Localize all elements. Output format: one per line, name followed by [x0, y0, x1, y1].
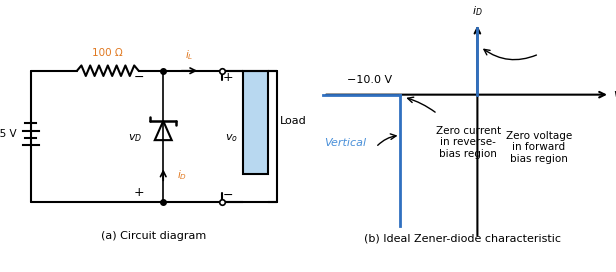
FancyBboxPatch shape — [243, 71, 268, 174]
Text: −10.0 V: −10.0 V — [347, 75, 392, 85]
Text: $v_D$: $v_D$ — [613, 89, 616, 101]
Text: 15 V: 15 V — [0, 129, 17, 139]
Text: 100 Ω: 100 Ω — [92, 48, 123, 58]
Text: −: − — [222, 189, 233, 202]
Text: $i_D$: $i_D$ — [472, 4, 483, 18]
Text: Zero current
in reverse-
bias region: Zero current in reverse- bias region — [436, 126, 501, 159]
Text: Zero voltage
in forward
bias region: Zero voltage in forward bias region — [506, 131, 572, 164]
Text: +: + — [133, 186, 144, 199]
Text: $i_D$: $i_D$ — [177, 168, 187, 182]
Text: $i_L$: $i_L$ — [185, 48, 193, 62]
Text: −: − — [133, 72, 144, 84]
Text: $v_o$: $v_o$ — [224, 132, 238, 144]
Text: Vertical: Vertical — [324, 138, 366, 147]
Text: Load: Load — [280, 116, 307, 126]
Text: $v_D$: $v_D$ — [128, 132, 143, 144]
Text: (a) Circuit diagram: (a) Circuit diagram — [102, 231, 206, 241]
Text: +: + — [222, 72, 233, 84]
Text: (b) Ideal Zener-diode characteristic: (b) Ideal Zener-diode characteristic — [363, 233, 561, 243]
